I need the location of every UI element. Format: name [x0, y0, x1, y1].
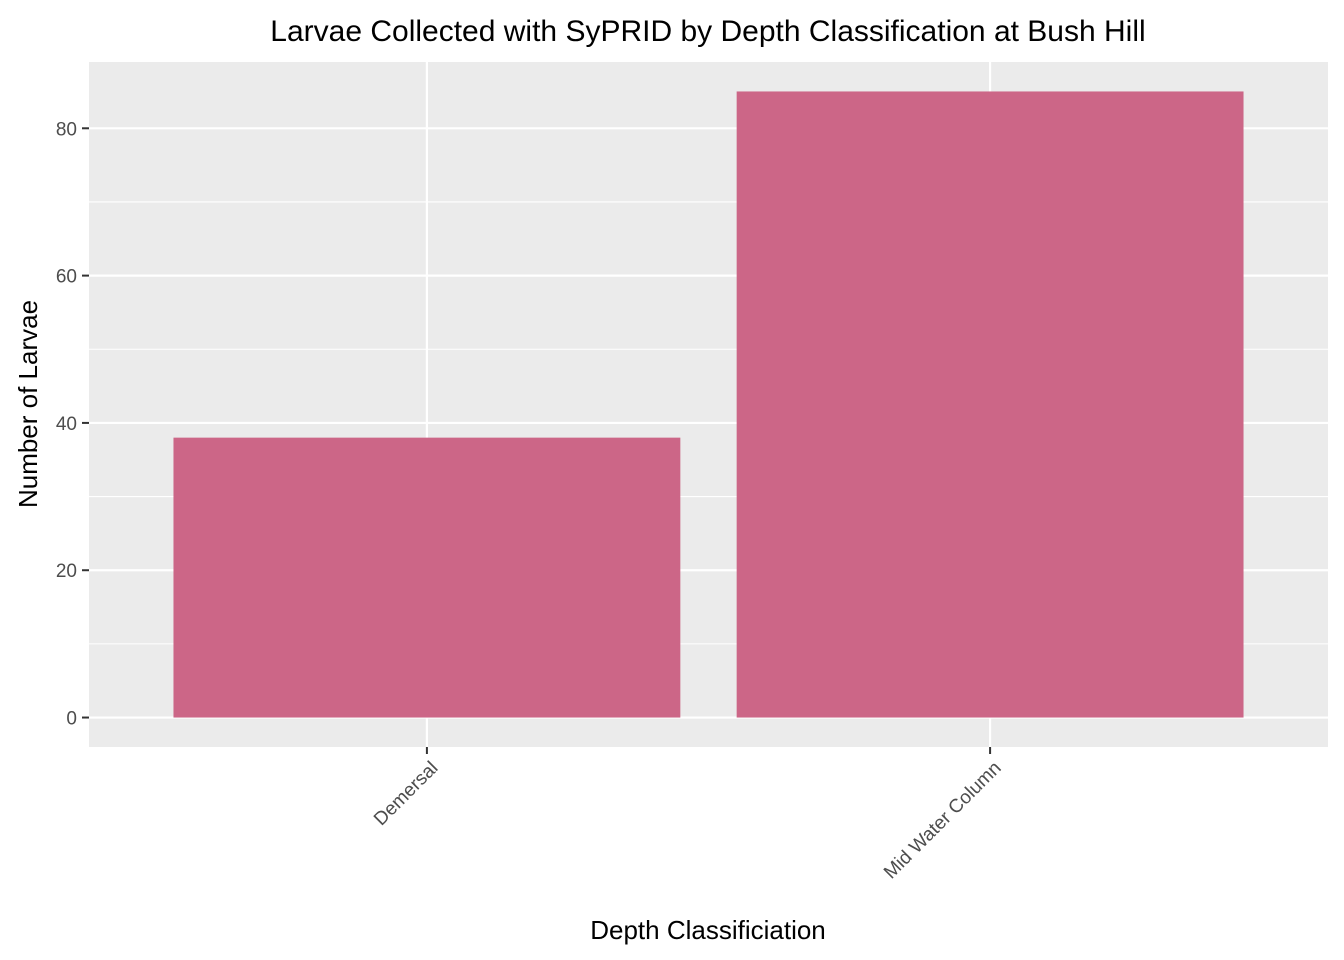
bar-mid-water-column: [736, 91, 1244, 718]
bar-demersal: [173, 437, 681, 718]
x-axis-title: Depth Classificiation: [590, 915, 826, 945]
x-axis: Demersal Mid Water Column: [370, 747, 1006, 883]
x-tick-label: Demersal: [370, 758, 442, 830]
y-tick-label: 60: [56, 267, 77, 288]
y-tick-label: 20: [56, 561, 77, 582]
x-tick-label: Mid Water Column: [880, 758, 1006, 884]
y-tick-label: 40: [56, 414, 77, 435]
y-tick-label: 80: [56, 119, 77, 140]
chart-title: Larvae Collected with SyPRID by Depth Cl…: [270, 15, 1145, 48]
bars: [173, 91, 1244, 718]
y-axis-title: Number of Larvae: [13, 300, 43, 508]
y-tick-label: 0: [66, 709, 77, 730]
y-axis: 0 20 40 60 80: [56, 119, 89, 730]
